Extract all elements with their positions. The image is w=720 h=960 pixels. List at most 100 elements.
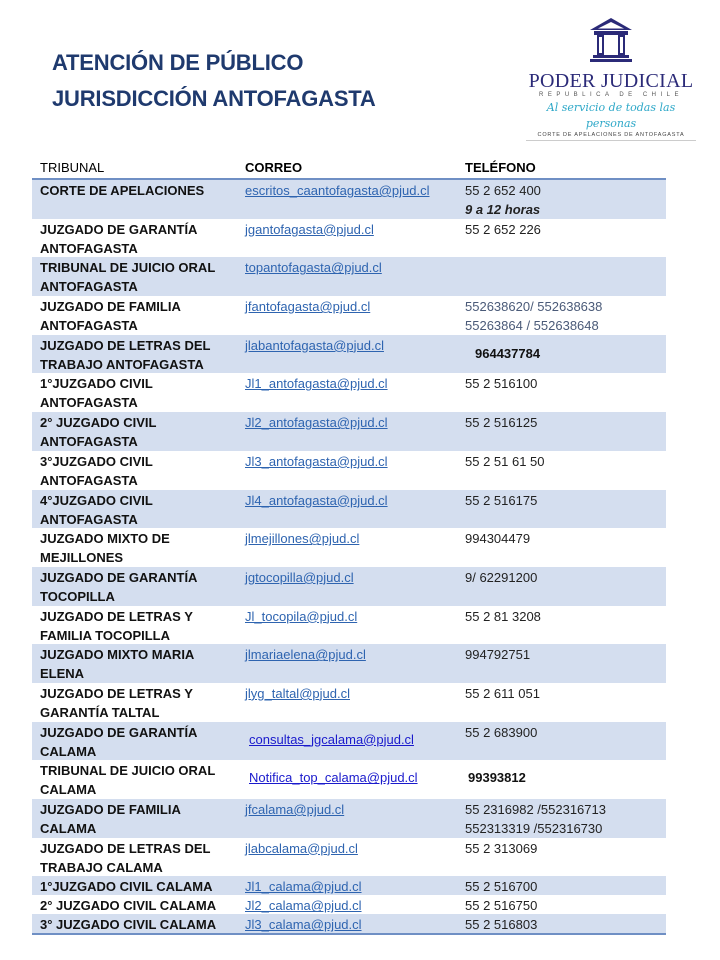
tribunal-name: TRIBUNAL DE JUICIO ORAL CALAMA: [40, 763, 216, 798]
table-row: CORTE DE APELACIONES escritos_caantofagas…: [32, 180, 666, 219]
phone-cell: 994792751: [465, 645, 530, 664]
phone-cell: 964437784: [465, 340, 645, 367]
table-row: JUZGADO DE LETRAS DEL TRABAJO CALAMA jlab…: [32, 838, 666, 877]
tribunal-name: JUZGADO MIXTO MARIA ELENA: [40, 647, 194, 682]
table-row: 3°JUZGADO CIVIL ANTOFAGASTA Jl3_antofagas…: [32, 451, 666, 490]
logo-slogan: Al servicio de todas las personas: [546, 101, 676, 130]
phone-number: 9/ 62291200: [465, 569, 538, 585]
page-title-line1: ATENCIÓN DE PÚBLICO: [52, 50, 304, 75]
table-row: 2° JUZGADO CIVIL CALAMA Jl2_calama@pjud.c…: [32, 895, 666, 914]
phone-number-2: 55263864 / 552638648: [465, 318, 599, 334]
phone-cell: 994304479: [465, 529, 530, 548]
phone-cell: 55 2 516803: [465, 915, 537, 934]
phone-number: 55 2 516100: [465, 376, 538, 392]
phone-number: 552638620/ 552638638: [465, 299, 603, 315]
tribunal-name: TRIBUNAL DE JUICIO ORAL ANTOFAGASTA: [40, 260, 216, 295]
tribunal-name: JUZGADO DE LETRAS DEL TRABAJO CALAMA: [40, 840, 211, 875]
phone-cell: 55 2 516750: [465, 896, 537, 915]
phone-cell: 55 2 313069: [465, 839, 537, 858]
column-header-correo: CORREO: [245, 160, 303, 175]
table-row: JUZGADO DE LETRAS DEL TRABAJO ANTOFAGAST…: [32, 334, 666, 374]
tribunal-name: JUZGADO DE FAMILIA ANTOFAGASTA: [40, 299, 181, 334]
tribunal-name: JUZGADO DE LETRAS Y GARANTÍA TALTAL: [40, 685, 193, 720]
table-header: TRIBUNAL CORREO TELÉFONO: [32, 158, 666, 180]
email-link[interactable]: Jl4_antofagasta@pjud.cl: [245, 492, 388, 508]
email-link[interactable]: Jl2_antofagasta@pjud.cl: [245, 415, 388, 431]
tribunal-name: JUZGADO DE LETRAS DEL TRABAJO ANTOFAGAST…: [40, 337, 211, 372]
email-link[interactable]: jfantofagasta@pjud.cl: [245, 299, 371, 315]
email-link[interactable]: jgtocopilla@pjud.cl: [245, 569, 354, 585]
email-link[interactable]: jfcalama@pjud.cl: [245, 802, 345, 817]
tribunal-name: JUZGADO DE GARANTÍA CALAMA: [40, 724, 197, 759]
email-link[interactable]: Jl1_antofagasta@pjud.cl: [245, 376, 388, 392]
email-link[interactable]: Jl3_calama@pjud.cl: [245, 917, 362, 933]
table-row: TRIBUNAL DE JUICIO ORAL CALAMA Notifica_t…: [32, 760, 666, 799]
table-row: JUZGADO MIXTO DE MEJILLONES jlmejillones@…: [32, 528, 666, 567]
tribunal-name: JUZGADO DE FAMILIA CALAMA: [40, 802, 181, 836]
phone-number: 55 2 313069: [465, 840, 538, 856]
phone-cell: 9/ 62291200: [465, 568, 537, 587]
logo-name: PODER JUDICIAL: [528, 70, 694, 92]
phone-number: 55 2 516125: [465, 415, 538, 431]
table-row: 3° JUZGADO CIVIL CALAMA Jl3_calama@pjud.c…: [32, 914, 666, 934]
email-link[interactable]: jlabcalama@pjud.cl: [245, 840, 358, 856]
phone-number-2: 552313319 /552316730: [465, 821, 603, 836]
table-row: JUZGADO DE GARANTÍA CALAMA consultas_jgca…: [32, 721, 666, 761]
phone-cell: 55 2316982 /552316713 552313319 /55231673…: [465, 800, 606, 838]
table-row: 1°JUZGADO CIVIL ANTOFAGASTA Jl1_antofagas…: [32, 373, 666, 412]
phone-cell: 55 2 516700: [465, 877, 537, 896]
tribunal-name: 4°JUZGADO CIVIL ANTOFAGASTA: [40, 492, 153, 527]
tribunal-name: 1°JUZGADO CIVIL ANTOFAGASTA: [40, 376, 153, 411]
phone-number: 55 2 611 051: [465, 685, 540, 701]
phone-number: 55 2 683900: [465, 724, 538, 740]
email-link[interactable]: Jl3_antofagasta@pjud.cl: [245, 453, 388, 469]
email-link[interactable]: Jl1_calama@pjud.cl: [245, 879, 362, 895]
column-header-telefono: TELÉFONO: [465, 160, 536, 175]
email-link[interactable]: jgantofagasta@pjud.cl: [245, 221, 374, 237]
tribunal-name: 3° JUZGADO CIVIL CALAMA: [40, 917, 217, 933]
email-link[interactable]: Jl2_calama@pjud.cl: [245, 898, 362, 914]
table-row: JUZGADO DE FAMILIA CALAMA jfcalama@pjud.c…: [32, 799, 666, 838]
phone-cell: 55 2 683900: [465, 723, 537, 742]
phone-number: 55 2 652 226: [465, 221, 541, 237]
email-link[interactable]: Notifica_top_calama@pjud.cl: [249, 770, 418, 786]
email-link[interactable]: jlmejillones@pjud.cl: [245, 531, 360, 547]
table-row: JUZGADO DE LETRAS Y FAMILIA TOCOPILLA Jl_…: [32, 606, 666, 645]
hours-note: 9 a 12 horas: [465, 202, 541, 217]
email-link[interactable]: consultas_jgcalama@pjud.cl: [249, 731, 414, 747]
email-link[interactable]: jlabantofagasta@pjud.cl: [245, 337, 384, 353]
phone-cell: 55 2 652 226: [465, 220, 541, 239]
phone-number: 994304479: [465, 531, 531, 547]
email-link[interactable]: Jl_tocopila@pjud.cl: [245, 608, 358, 624]
page-title-line2: JURISDICCIÓN ANTOFAGASTA: [52, 86, 376, 111]
table-row: JUZGADO DE LETRAS Y GARANTÍA TALTAL jlyg_…: [32, 683, 666, 722]
email-link[interactable]: jlyg_taltal@pjud.cl: [245, 685, 350, 701]
phone-number: 55 2316982 /552316713: [465, 802, 606, 817]
table-row: JUZGADO DE GARANTÍA TOCOPILLA jgtocopilla…: [32, 566, 666, 606]
table-row: JUZGADO DE GARANTÍA ANTOFAGASTA jgantofag…: [32, 219, 666, 258]
phone-cell: 55 2 51 61 50: [465, 452, 545, 471]
column-header-tribunal: TRIBUNAL: [40, 160, 105, 175]
logo-court: CORTE DE APELACIONES DE ANTOFAGASTA: [526, 132, 696, 141]
phone-cell: 55 2 652 400 9 a 12 horas: [465, 181, 541, 219]
table-row: TRIBUNAL DE JUICIO ORAL ANTOFAGASTA topan…: [32, 257, 666, 297]
poder-judicial-logo: PODER JUDICIAL REPUBLICA DE CHILE Al ser…: [526, 16, 696, 141]
email-link[interactable]: jlmariaelena@pjud.cl: [245, 647, 366, 663]
email-link[interactable]: escritos_caantofagasta@pjud.cl: [245, 183, 430, 198]
logo-subtitle: REPUBLICA DE CHILE: [538, 92, 684, 98]
tribunal-name: JUZGADO MIXTO DE MEJILLONES: [40, 531, 170, 566]
email-link[interactable]: topantofagasta@pjud.cl: [245, 260, 382, 276]
phone-number: 55 2 81 3208: [465, 608, 541, 624]
phone-cell: 99393812: [468, 768, 526, 787]
phone-cell: 55 2 516175: [465, 491, 537, 510]
phone-number: 55 2 516700: [465, 879, 538, 895]
phone-number: 994792751: [465, 647, 531, 663]
tribunal-name: 1°JUZGADO CIVIL CALAMA: [40, 879, 213, 895]
phone-number: 55 2 516175: [465, 492, 538, 508]
courthouse-columns-icon: [590, 18, 632, 62]
tribunal-name: CORTE DE APELACIONES: [40, 183, 205, 198]
phone-number: 99393812: [468, 770, 526, 786]
phone-cell: 552638620/ 552638638 55263864 / 552638648: [465, 297, 602, 335]
phone-cell: 55 2 516100: [465, 374, 537, 393]
tribunal-name: JUZGADO DE LETRAS Y FAMILIA TOCOPILLA: [40, 608, 193, 643]
